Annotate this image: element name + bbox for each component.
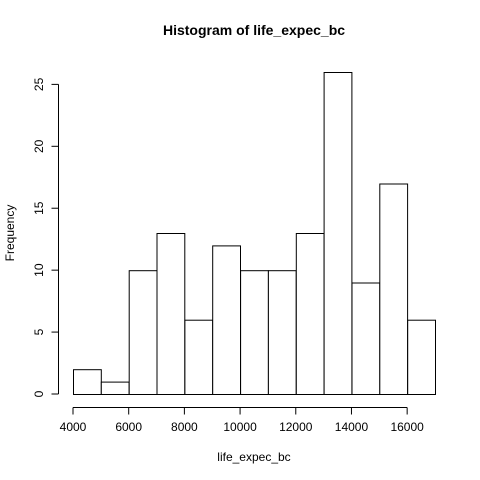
- x-tick-label: 4000: [60, 420, 87, 434]
- histogram-bar: [351, 282, 381, 395]
- x-tick-label: 16000: [390, 420, 424, 434]
- y-tick-label: 20: [32, 139, 46, 153]
- y-tick-label: 10: [32, 263, 46, 277]
- chart-title: Histogram of life_expec_bc: [163, 22, 345, 38]
- bars-group: [73, 72, 437, 396]
- y-tick-label: 25: [32, 77, 46, 91]
- x-tick-label: 6000: [115, 420, 142, 434]
- y-axis: 0 5 10 15 20 25: [32, 77, 59, 397]
- x-axis: 4000 6000 8000 10000 12000 14000 16000: [60, 407, 424, 434]
- histogram-bar: [212, 245, 241, 395]
- histogram-bar: [100, 381, 130, 396]
- histogram-bar: [407, 319, 437, 396]
- histogram-bar: [184, 319, 214, 396]
- histogram-bar: [379, 183, 409, 395]
- y-axis-label: Frequency: [3, 205, 17, 262]
- histogram-bar: [128, 270, 158, 396]
- x-tick-label: 10000: [223, 420, 257, 434]
- histogram-bar: [240, 270, 269, 396]
- histogram-bar: [295, 233, 325, 395]
- histogram-bar: [323, 72, 353, 395]
- x-tick-label: 14000: [335, 420, 369, 434]
- y-tick-label: 5: [32, 328, 46, 335]
- histogram-bar: [73, 369, 102, 396]
- x-tick-label: 8000: [171, 420, 198, 434]
- y-tick-label: 0: [32, 390, 46, 397]
- histogram-bar: [267, 270, 297, 396]
- y-tick-label: 15: [32, 201, 46, 215]
- x-axis-label: life_expec_bc: [217, 450, 290, 464]
- histogram-bar: [156, 233, 186, 395]
- x-tick-label: 12000: [279, 420, 313, 434]
